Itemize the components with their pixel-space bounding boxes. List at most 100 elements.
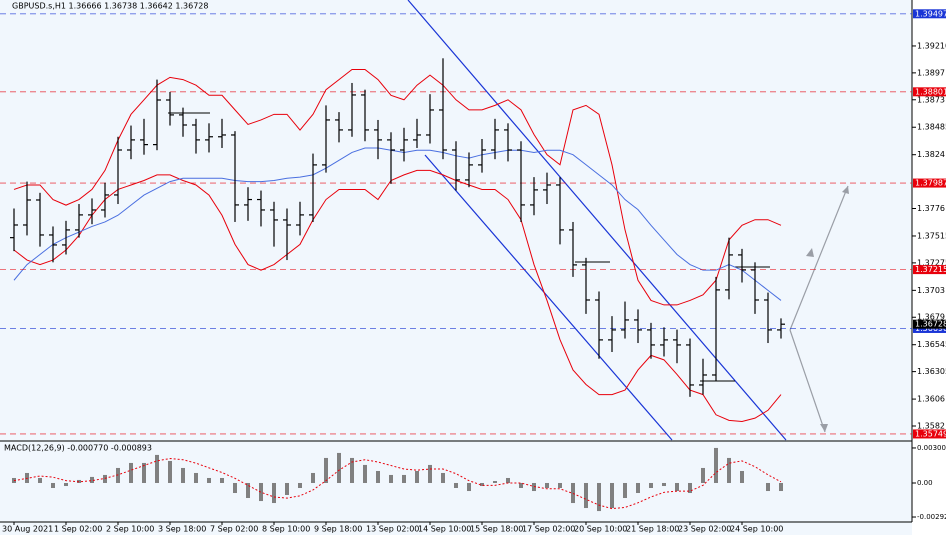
- histogram-bar: [259, 482, 263, 502]
- histogram-bar: [38, 477, 42, 483]
- x-tick-label: 24 Sep 10:00: [730, 525, 783, 534]
- level-label-box: [913, 87, 946, 97]
- histogram-bar: [129, 462, 133, 483]
- indicator-title: MACD(12,26,9) -0.000770 -0.000893: [4, 444, 152, 453]
- histogram-bar: [350, 457, 354, 483]
- level-label: 1.35749: [915, 429, 946, 438]
- x-tick-label: 14 Sep 10:00: [418, 525, 471, 534]
- histogram-bar: [454, 482, 458, 488]
- histogram-bar: [142, 462, 146, 483]
- x-tick-label: 9 Sep 18:00: [314, 525, 362, 534]
- histogram-bar: [311, 472, 315, 483]
- x-tick-label: 13 Sep 02:00: [366, 525, 419, 534]
- y-tick-label: 1.37515: [917, 231, 946, 240]
- x-tick-label: 3 Sep 18:00: [158, 525, 206, 534]
- arrow-head: [820, 424, 828, 432]
- histogram-bar: [571, 482, 575, 504]
- histogram-bar: [389, 474, 393, 483]
- histogram-bar: [376, 470, 380, 483]
- histogram-bar: [233, 482, 237, 494]
- histogram-bar: [441, 472, 445, 483]
- histogram-bar: [584, 482, 588, 509]
- y-tick-label: -0.002922: [917, 513, 946, 521]
- histogram-bar: [220, 477, 224, 483]
- y-tick-label: 1.3606: [917, 395, 945, 404]
- projection-arrow: [789, 329, 826, 433]
- histogram-bar: [246, 482, 250, 499]
- channel-line: [407, 0, 787, 441]
- histogram-bar: [90, 476, 94, 483]
- indicator-line: [13, 147, 782, 301]
- level-label: 1.37215: [915, 265, 946, 274]
- y-tick-label: 1.37275: [917, 258, 946, 267]
- y-tick-label: 1.39210: [917, 41, 946, 50]
- histogram-bar: [714, 447, 718, 483]
- histogram-bar: [51, 482, 55, 488]
- x-tick-label: 23 Sep 02:00: [678, 525, 731, 534]
- histogram-bar: [480, 482, 484, 487]
- level-label: 1.37987: [915, 179, 946, 188]
- plot-background: [0, 0, 912, 535]
- histogram-bar: [155, 454, 159, 483]
- histogram-bar: [506, 477, 510, 483]
- y-tick-label: 1.38485: [917, 123, 946, 132]
- x-tick-label: 30 Aug 2021: [2, 525, 53, 534]
- histogram-bar: [519, 482, 523, 488]
- histogram-bar: [766, 482, 770, 492]
- histogram-bar: [116, 467, 120, 483]
- histogram-bar: [103, 474, 107, 483]
- level-label-box: [913, 265, 946, 275]
- y-tick-label: 1.3897: [917, 68, 945, 77]
- histogram-bar: [428, 464, 432, 483]
- chart-header: GBPUSD.s,H1 1.36666 1.36738 1.36642 1.36…: [12, 2, 208, 11]
- x-tick-label: 8 Sep 10:00: [262, 525, 310, 534]
- histogram-bar: [194, 472, 198, 483]
- histogram-bar: [610, 482, 614, 509]
- histogram-bar: [168, 460, 172, 483]
- histogram-bar: [337, 452, 341, 483]
- y-tick-label: 1.36545: [917, 340, 946, 349]
- histogram-bar: [701, 467, 705, 483]
- y-tick-label: 1.3776: [917, 204, 945, 213]
- histogram-bar: [636, 482, 640, 494]
- histogram-bar: [402, 474, 406, 483]
- histogram-bar: [675, 482, 679, 492]
- drawings: [168, 0, 849, 441]
- histogram-bar: [662, 482, 666, 487]
- histogram-bar: [285, 482, 289, 495]
- histogram-bar: [272, 482, 276, 504]
- x-tick-label: 21 Sep 18:00: [626, 525, 679, 534]
- y-tick-label: 1.36305: [917, 367, 946, 376]
- histogram-bar: [649, 482, 653, 488]
- level-label-box: [913, 429, 946, 439]
- histogram-bar: [532, 482, 536, 492]
- histogram-bar: [558, 482, 562, 488]
- y-tick-label: 1.3703: [917, 286, 945, 295]
- level-label: 1.38801: [915, 87, 946, 96]
- level-label-box: [913, 178, 946, 188]
- histogram-bar: [324, 457, 328, 483]
- y-tick-label: 0.00: [917, 479, 933, 487]
- histogram-bar: [415, 470, 419, 483]
- y-tick-label: 1.3824: [917, 150, 945, 159]
- histogram-bar: [779, 482, 783, 492]
- x-tick-label: 2 Sep 10:00: [106, 525, 154, 534]
- histogram-bar: [181, 467, 185, 483]
- indicator-line: [13, 69, 782, 306]
- channel-line: [424, 154, 673, 441]
- level-label: 1.39497: [915, 9, 946, 18]
- level-label-box: [913, 9, 946, 19]
- projection-arrow: [789, 185, 849, 331]
- x-tick-label: 1 Sep 02:00: [54, 525, 102, 534]
- indicator-line: [13, 458, 782, 510]
- histogram-bar: [467, 482, 471, 492]
- x-tick-label: 15 Sep 18:00: [470, 525, 523, 534]
- y-tick-label: 1.3873: [917, 95, 945, 104]
- histogram-bar: [623, 482, 627, 499]
- histogram-bar: [740, 470, 744, 483]
- arrow-head: [842, 186, 849, 194]
- x-tick-label: 20 Sep 10:00: [574, 525, 627, 534]
- y-tick-label: 1.3582: [917, 421, 945, 430]
- indicator-line: [13, 169, 782, 423]
- histogram-bar: [597, 482, 601, 512]
